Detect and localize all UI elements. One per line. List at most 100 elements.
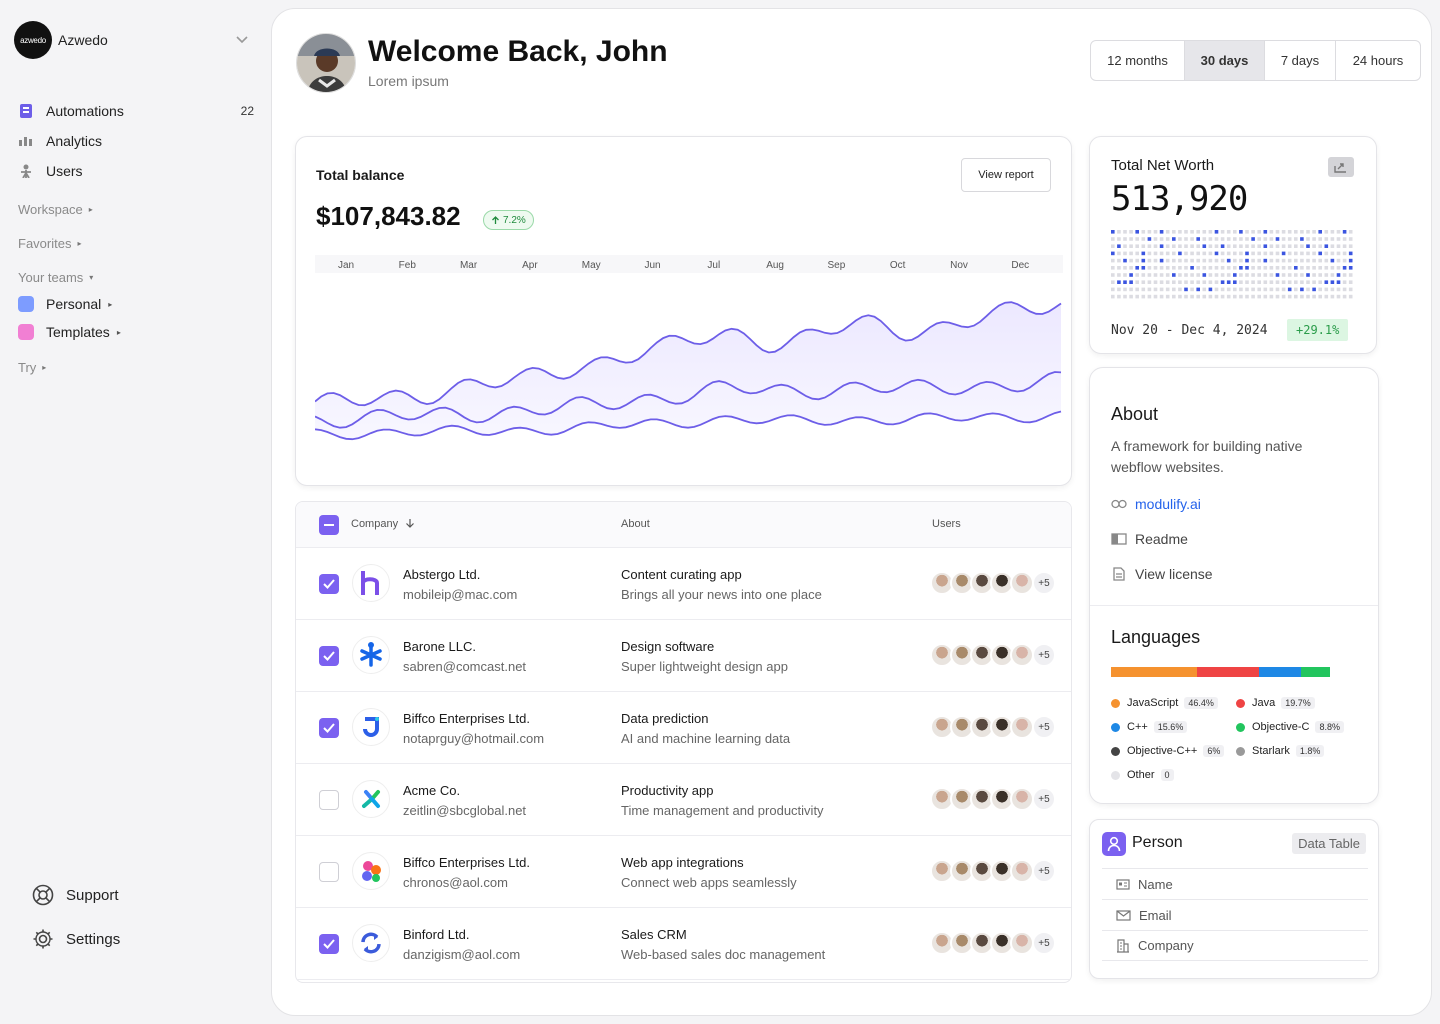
company-logo (352, 924, 390, 962)
range-12-months[interactable]: 12 months (1091, 41, 1185, 80)
activity-cell (1251, 237, 1255, 241)
nav-item-users[interactable]: Users (18, 156, 258, 186)
nav-item-analytics[interactable]: Analytics (18, 126, 258, 156)
activity-cell (1269, 280, 1274, 284)
activity-cell (1190, 266, 1194, 270)
share-icon[interactable] (1328, 157, 1354, 177)
activity-cell (1275, 280, 1280, 284)
field-company[interactable]: Company (1102, 930, 1368, 961)
row-checkbox[interactable] (319, 718, 339, 738)
user-avatar[interactable] (1010, 931, 1034, 955)
row-checkbox[interactable] (319, 646, 339, 666)
person-title: Person (1132, 834, 1183, 851)
user-avatar[interactable] (1010, 859, 1034, 883)
view-report-button[interactable]: View report (961, 158, 1051, 192)
activity-cell (1129, 280, 1133, 284)
website-link[interactable]: modulify.ai (1111, 496, 1201, 512)
field-name[interactable]: Name (1102, 868, 1368, 899)
activity-cell (1190, 258, 1194, 263)
activity-cell (1275, 244, 1280, 248)
col-company-header[interactable]: Company (351, 518, 415, 530)
support-link[interactable]: Support (32, 884, 119, 906)
user-avatar[interactable] (950, 931, 974, 955)
team-templates[interactable]: Templates ▸ (18, 324, 121, 340)
activity-cell (1306, 273, 1310, 277)
table-row[interactable]: Abstergo Ltd. mobileip@mac.com Content cur… (296, 548, 1071, 620)
activity-cell (1294, 273, 1298, 277)
activity-cell (1287, 237, 1292, 241)
activity-cell (1342, 280, 1347, 284)
activity-cell (1159, 287, 1164, 292)
more-users-badge[interactable]: +5 (1032, 571, 1056, 595)
user-avatar[interactable] (930, 643, 954, 667)
nav-item-automations[interactable]: Automations 22 (18, 96, 258, 126)
row-checkbox[interactable] (319, 862, 339, 882)
field-label: Email (1139, 907, 1172, 923)
range-30-days[interactable]: 30 days (1185, 41, 1265, 80)
activity-cell (1129, 230, 1133, 234)
row-checkbox[interactable] (319, 790, 339, 810)
language-item: Objective-C 8.8% (1236, 721, 1344, 733)
activity-cell (1202, 273, 1207, 277)
activity-cell (1190, 230, 1194, 234)
activity-cell (1239, 244, 1243, 248)
team-personal[interactable]: Personal ▸ (18, 296, 112, 312)
field-email[interactable]: Email (1102, 899, 1368, 930)
activity-cell (1172, 280, 1176, 284)
more-users-badge[interactable]: +5 (1032, 643, 1056, 667)
activity-cell (1294, 244, 1298, 248)
activity-cell (1275, 230, 1280, 234)
activity-cell (1294, 266, 1298, 270)
section-favorites[interactable]: Favorites ▸ (18, 236, 81, 251)
analytics-icon (18, 133, 34, 149)
section-label: Try (18, 360, 37, 375)
activity-cell (1348, 266, 1353, 270)
row-checkbox[interactable] (319, 574, 339, 594)
more-users-badge[interactable]: +5 (1032, 787, 1056, 811)
activity-cell (1208, 230, 1213, 234)
activity-cell (1257, 273, 1261, 277)
table-row[interactable]: Biffco Enterprises Ltd. notaprguy@hotmail… (296, 692, 1071, 764)
activity-cell (1342, 244, 1347, 248)
language-item: Objective-C++ 6% (1111, 745, 1225, 757)
user-avatar[interactable] (1010, 571, 1034, 595)
license-link[interactable]: View license (1111, 566, 1213, 582)
section-your-teams[interactable]: Your teams ▾ (18, 270, 93, 285)
readme-link[interactable]: Readme (1111, 531, 1188, 547)
activity-cell (1275, 237, 1280, 241)
section-try[interactable]: Try ▸ (18, 360, 46, 375)
range-24-hours[interactable]: 24 hours (1352, 53, 1404, 68)
activity-cell (1165, 266, 1170, 270)
table-row[interactable]: Binford Ltd. danzigism@aol.com Sales CRM We… (296, 908, 1071, 980)
balance-title: Total balance (316, 167, 405, 183)
settings-link[interactable]: Settings (32, 928, 120, 950)
activity-cell (1123, 287, 1127, 292)
table-row[interactable]: Biffco Enterprises Ltd. chronos@aol.com We… (296, 836, 1071, 908)
workspace-switcher[interactable]: azwedo Azwedo (14, 21, 254, 59)
activity-cell (1141, 230, 1146, 234)
activity-cell (1233, 237, 1237, 241)
activity-cell (1312, 237, 1316, 241)
more-users-badge[interactable]: +5 (1032, 715, 1056, 739)
activity-cell (1202, 266, 1207, 270)
month-tick-label: Jul (707, 260, 720, 271)
user-avatar[interactable] (1010, 643, 1034, 667)
more-users-badge[interactable]: +5 (1032, 931, 1056, 955)
section-workspace[interactable]: Workspace ▸ (18, 202, 93, 217)
user-avatar[interactable] (1010, 787, 1034, 811)
more-users-badge[interactable]: +5 (1032, 859, 1056, 883)
user-avatar[interactable] (296, 33, 356, 93)
sort-down-icon (406, 519, 415, 528)
select-all-checkbox[interactable] (319, 515, 339, 535)
user-avatar[interactable] (1010, 715, 1034, 739)
row-checkbox[interactable] (319, 934, 339, 954)
activity-cell (1202, 258, 1207, 263)
activity-cell (1141, 237, 1146, 241)
table-row[interactable]: Barone LLC. sabren@comcast.net Design soft… (296, 620, 1071, 692)
language-percent: 0 (1160, 769, 1174, 781)
month-tick-label: Oct (890, 260, 906, 271)
range-7-days[interactable]: 7 days (1265, 41, 1336, 80)
activity-cell (1269, 266, 1274, 270)
table-row[interactable]: Acme Co. zeitlin@sbcglobal.net Productivit… (296, 764, 1071, 836)
activity-cell (1239, 258, 1243, 263)
